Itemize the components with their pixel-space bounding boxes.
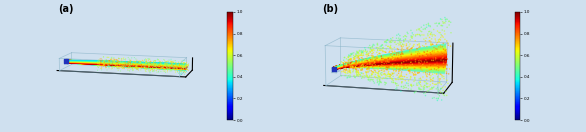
Text: (b): (b) (322, 4, 338, 14)
Text: (a): (a) (59, 4, 74, 14)
